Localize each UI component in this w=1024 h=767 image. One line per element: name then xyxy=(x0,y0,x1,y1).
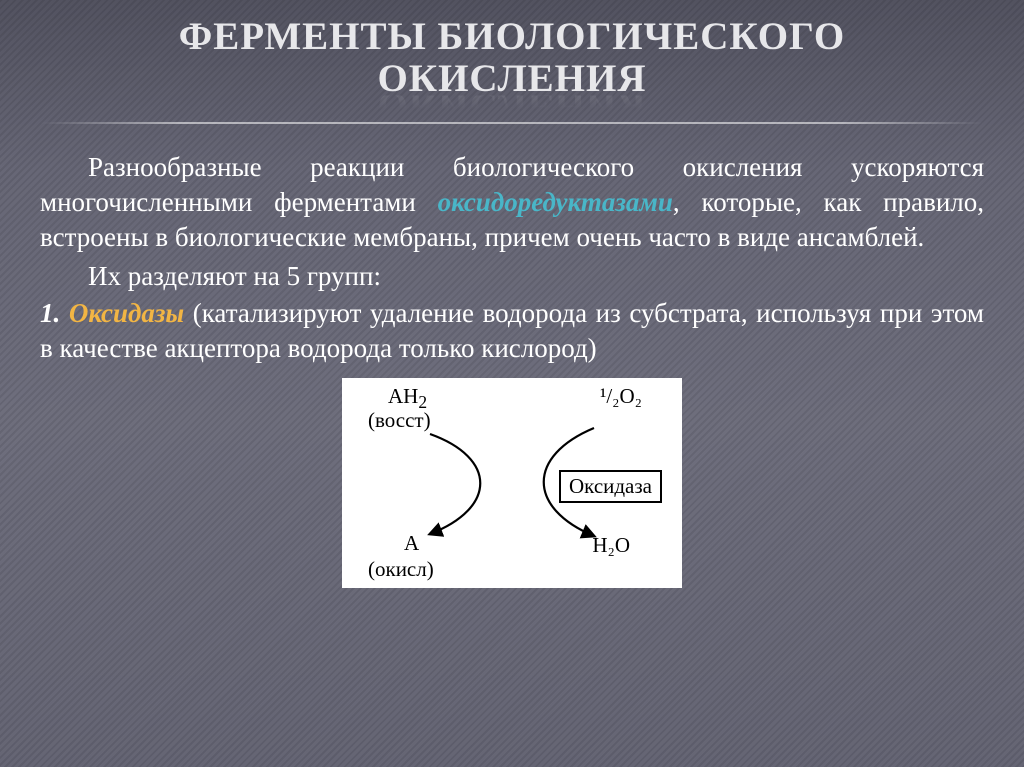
slide-title: ФЕРМЕНТЫ БИОЛОГИЧЕСКОГО ОКИСЛЕНИЯ xyxy=(179,16,845,100)
slide: ФЕРМЕНТЫ БИОЛОГИЧЕСКОГО ОКИСЛЕНИЯ ОКИСЛЕ… xyxy=(0,0,1024,767)
diagram-wrap: AH2 (восст) ¹/₂O₂ Оксидаза A (окисл) H₂O xyxy=(40,378,984,593)
para1-em: оксидоредуктазами xyxy=(438,187,673,217)
oxidase-diagram: AH2 (восст) ¹/₂O₂ Оксидаза A (окисл) H₂O xyxy=(342,378,682,588)
item1-number: 1. xyxy=(40,298,69,328)
diagram-arrows xyxy=(342,378,682,588)
list-item-1: 1. Оксидазы (катализируют удаление водор… xyxy=(40,296,984,366)
paragraph-2: Их разделяют на 5 групп: xyxy=(40,259,984,294)
title-block: ФЕРМЕНТЫ БИОЛОГИЧЕСКОГО ОКИСЛЕНИЯ ОКИСЛЕ… xyxy=(40,16,984,116)
paragraph-1: Разнообразные реакции биологического оки… xyxy=(40,150,984,255)
item1-em: Оксидазы xyxy=(69,298,184,328)
title-line-1: ФЕРМЕНТЫ БИОЛОГИЧЕСКОГО xyxy=(179,15,845,58)
divider xyxy=(40,122,984,124)
title-line-2: ОКИСЛЕНИЯ xyxy=(377,57,646,100)
